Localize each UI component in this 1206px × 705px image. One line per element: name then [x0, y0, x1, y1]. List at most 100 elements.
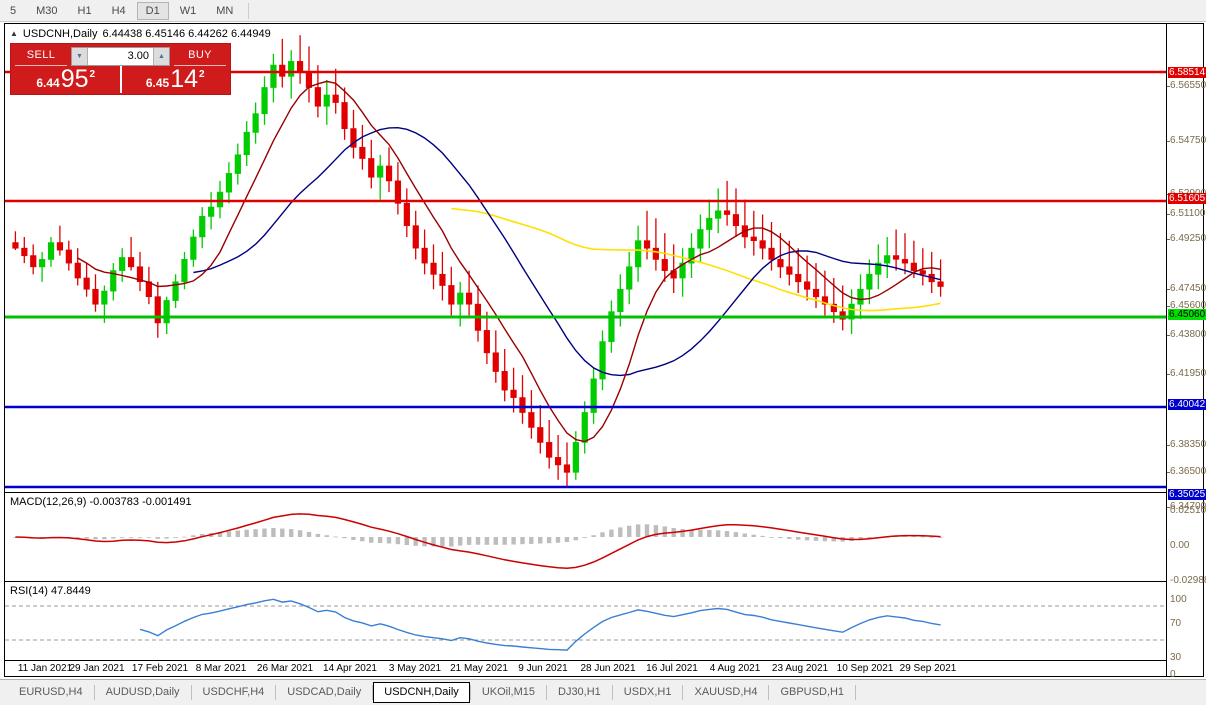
buy-button[interactable]: BUY — [174, 46, 226, 66]
volume-up-arrow-icon[interactable]: ▲ — [153, 47, 169, 65]
date-axis-label: 21 May 2021 — [450, 663, 508, 674]
price-tick-label: 6.41950 — [1170, 368, 1206, 379]
price-tick-mark — [1167, 335, 1170, 336]
date-axis-label: 26 Mar 2021 — [256, 663, 314, 674]
rsi-chart-svg — [5, 598, 1166, 651]
price-tick-label: 6.51100 — [1170, 208, 1206, 219]
macd-label: MACD(12,26,9) -0.003783 -0.001491 — [10, 496, 192, 508]
timeframe-h4[interactable]: H4 — [111, 4, 126, 17]
timeframe-toolbar: 5 M30 H1 H4 D1 W1 MN — [0, 0, 1206, 22]
toolbar-separator — [248, 2, 250, 19]
macd-tick-label: 0.00 — [1170, 540, 1190, 551]
symbol-tab-usdchf-h4[interactable]: USDCHF,H4 — [202, 686, 265, 698]
symbol-tab-gbpusd-h1[interactable]: GBPUSD,H1 — [780, 686, 845, 698]
sell-price-prefix: 6.44 — [36, 76, 60, 90]
timeframe-w1[interactable]: W1 — [179, 4, 197, 17]
volume-down-arrow-icon[interactable]: ▼ — [72, 47, 88, 65]
one-click-trading-panel[interactable]: SELL ▼ 3.00 ▲ BUY 6.44 95 2 6.45 14 2 — [10, 43, 231, 95]
sell-price-fraction: 2 — [89, 69, 96, 80]
price-level-tag[interactable]: 6.40042 — [1168, 399, 1206, 410]
symbol-tab-audusd-daily[interactable]: AUDUSD,Daily — [105, 686, 180, 698]
symbol-tab-usdx-h1[interactable]: USDX,H1 — [623, 686, 672, 698]
timeframe-m30[interactable]: M30 — [36, 4, 58, 17]
timeframe-h1[interactable]: H1 — [77, 4, 92, 17]
rsi-tick-label: 0 — [1170, 669, 1176, 680]
timeframe-m5[interactable]: 5 — [10, 4, 17, 17]
timeframe-d1[interactable]: D1 — [136, 1, 169, 20]
rsi-pane[interactable]: RSI(14) 47.8449 — [5, 581, 1166, 662]
timeframe-mn[interactable]: MN — [216, 4, 234, 17]
trade-panel-quotes: 6.44 95 2 6.45 14 2 — [11, 66, 230, 94]
macd-chart-svg — [13, 513, 943, 570]
tab-separator — [469, 685, 471, 700]
price-scale[interactable]: 6.565506.547506.529006.511006.492506.474… — [1166, 24, 1206, 680]
price-pane[interactable] — [5, 24, 1166, 491]
price-tick-label: 6.38350 — [1170, 439, 1206, 450]
date-axis-label: 14 Apr 2021 — [323, 663, 377, 674]
date-axis-label: 28 Jun 2021 — [580, 663, 636, 674]
price-tick-mark — [1167, 374, 1170, 375]
rsi-tick-label: 30 — [1170, 652, 1182, 663]
date-axis-label: 17 Feb 2021 — [131, 663, 189, 674]
date-axis-label: 11 Jan 2021 — [17, 663, 73, 674]
tab-separator — [190, 685, 192, 700]
sell-price-quote[interactable]: 6.44 95 2 — [12, 66, 120, 93]
rsi-label: RSI(14) 47.8449 — [10, 585, 91, 597]
macd-signal-line — [15, 513, 941, 570]
tab-separator — [372, 685, 374, 700]
date-axis-label: 29 Sep 2021 — [899, 663, 957, 674]
price-level-tag[interactable]: 6.45060 — [1168, 309, 1206, 320]
buy-price-fraction: 2 — [199, 69, 205, 80]
price-tick-label: 6.47450 — [1170, 283, 1206, 294]
price-tick-label: 6.45600 — [1170, 300, 1206, 311]
rsi-tick-label: 100 — [1170, 594, 1187, 605]
macd-tick-label: -0.02988 — [1170, 575, 1206, 586]
date-axis-label: 16 Jul 2021 — [646, 663, 698, 674]
symbol-tab-usdcnh-daily[interactable]: USDCNH,Daily — [373, 682, 470, 703]
price-tick-mark — [1167, 306, 1170, 307]
tab-separator — [855, 685, 857, 700]
volume-input[interactable]: 3.00 — [127, 49, 149, 62]
collapse-triangle-icon[interactable]: ▲ — [10, 28, 18, 38]
sell-price-main: 95 — [60, 65, 89, 93]
sell-button[interactable]: SELL — [15, 46, 67, 66]
chart-title-bar: ▲ USDCNH,Daily 6.44438 6.45146 6.44262 6… — [10, 27, 271, 40]
symbol-tab-usdcad-daily[interactable]: USDCAD,Daily — [287, 686, 362, 698]
volume-input-group[interactable]: ▼ 3.00 ▲ — [71, 46, 170, 66]
price-level-tag[interactable]: 6.58514 — [1168, 67, 1206, 78]
price-tick-mark — [1167, 141, 1170, 142]
macd-tick-label: 0.025108 — [1170, 505, 1206, 516]
date-axis-label: 3 May 2021 — [388, 663, 442, 674]
price-tick-label: 6.43800 — [1170, 329, 1206, 340]
symbol-tab-xauusd-h4[interactable]: XAUUSD,H4 — [694, 686, 758, 698]
macd-histogram — [13, 524, 943, 547]
macd-pane[interactable]: MACD(12,26,9) -0.003783 -0.001491 — [5, 492, 1166, 581]
horizontal-level-lines — [5, 70, 1166, 489]
tab-separator — [682, 685, 684, 700]
symbol-tab-eurusd-h4[interactable]: EURUSD,H4 — [19, 686, 83, 698]
price-tick-mark — [1167, 86, 1170, 87]
date-axis-label: 29 Jan 2021 — [69, 663, 125, 674]
tab-separator — [275, 685, 277, 700]
buy-price-quote[interactable]: 6.45 14 2 — [119, 65, 229, 93]
moving-average-lines — [77, 80, 941, 443]
price-tick-mark — [1167, 445, 1170, 446]
tab-separator — [546, 685, 547, 700]
rsi-line — [139, 598, 941, 651]
symbol-tab-bar: EURUSD,H4 AUDUSD,Daily USDCHF,H4 USDCAD,Dai… — [0, 679, 1206, 705]
price-tick-label: 6.34700 — [1170, 501, 1206, 512]
price-level-tag[interactable]: 6.51605 — [1168, 193, 1206, 204]
price-chart-svg — [5, 35, 1166, 489]
chart-window: ▲ USDCNH,Daily 6.44438 6.45146 6.44262 6… — [4, 23, 1206, 680]
date-axis-label: 23 Aug 2021 — [771, 663, 829, 674]
symbol-tab-ukoil-m15[interactable]: UKOil,M15 — [481, 686, 535, 698]
chart-symbol-label: USDCNH,Daily — [22, 27, 98, 40]
price-level-tag[interactable]: 6.35025 — [1168, 489, 1206, 500]
date-axis-label: 10 Sep 2021 — [836, 663, 894, 674]
symbol-tab-dj30-h1[interactable]: DJ30,H1 — [558, 686, 601, 698]
price-tick-mark — [1167, 289, 1170, 290]
date-axis-label: 4 Aug 2021 — [709, 663, 761, 674]
buy-price-main: 14 — [170, 65, 199, 93]
tab-separator — [611, 685, 613, 700]
